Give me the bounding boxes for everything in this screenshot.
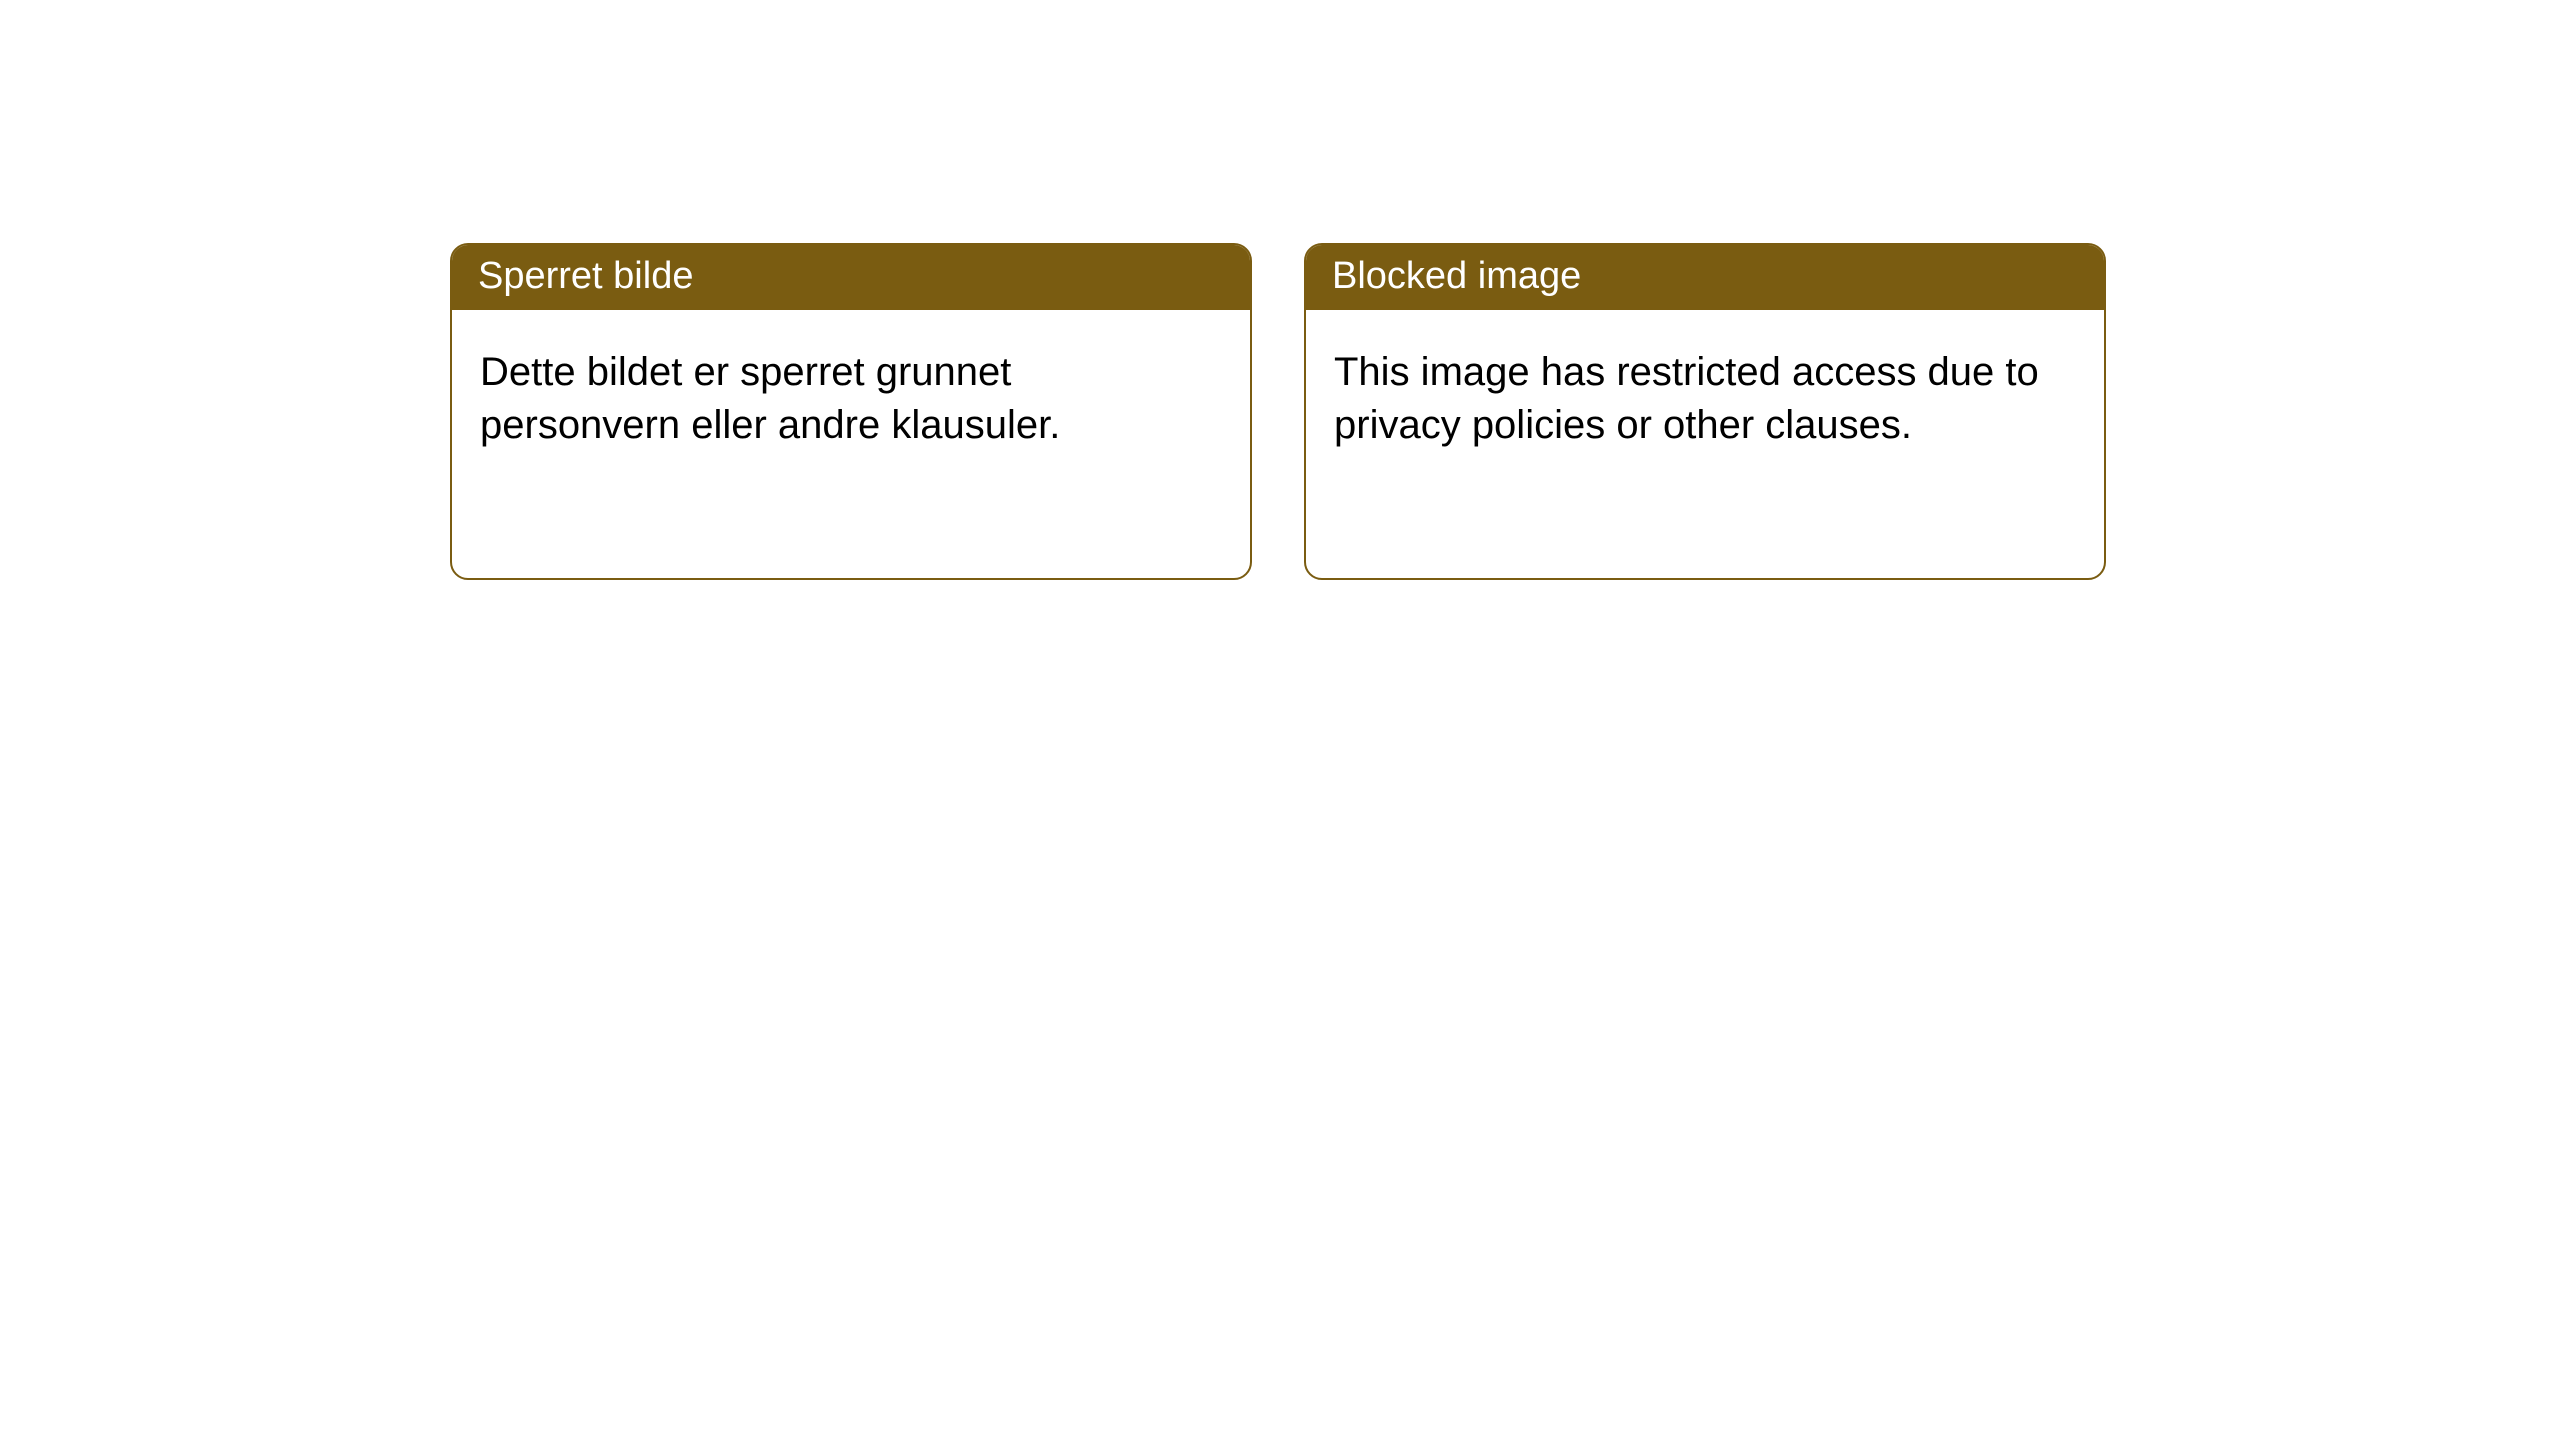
card-body-en: This image has restricted access due to … [1306, 310, 2104, 488]
cards-container: Sperret bilde Dette bildet er sperret gr… [0, 0, 2560, 580]
blocked-image-card-en: Blocked image This image has restricted … [1304, 243, 2106, 580]
blocked-image-card-no: Sperret bilde Dette bildet er sperret gr… [450, 243, 1252, 580]
card-title-no: Sperret bilde [452, 245, 1250, 310]
card-title-en: Blocked image [1306, 245, 2104, 310]
card-body-no: Dette bildet er sperret grunnet personve… [452, 310, 1250, 488]
